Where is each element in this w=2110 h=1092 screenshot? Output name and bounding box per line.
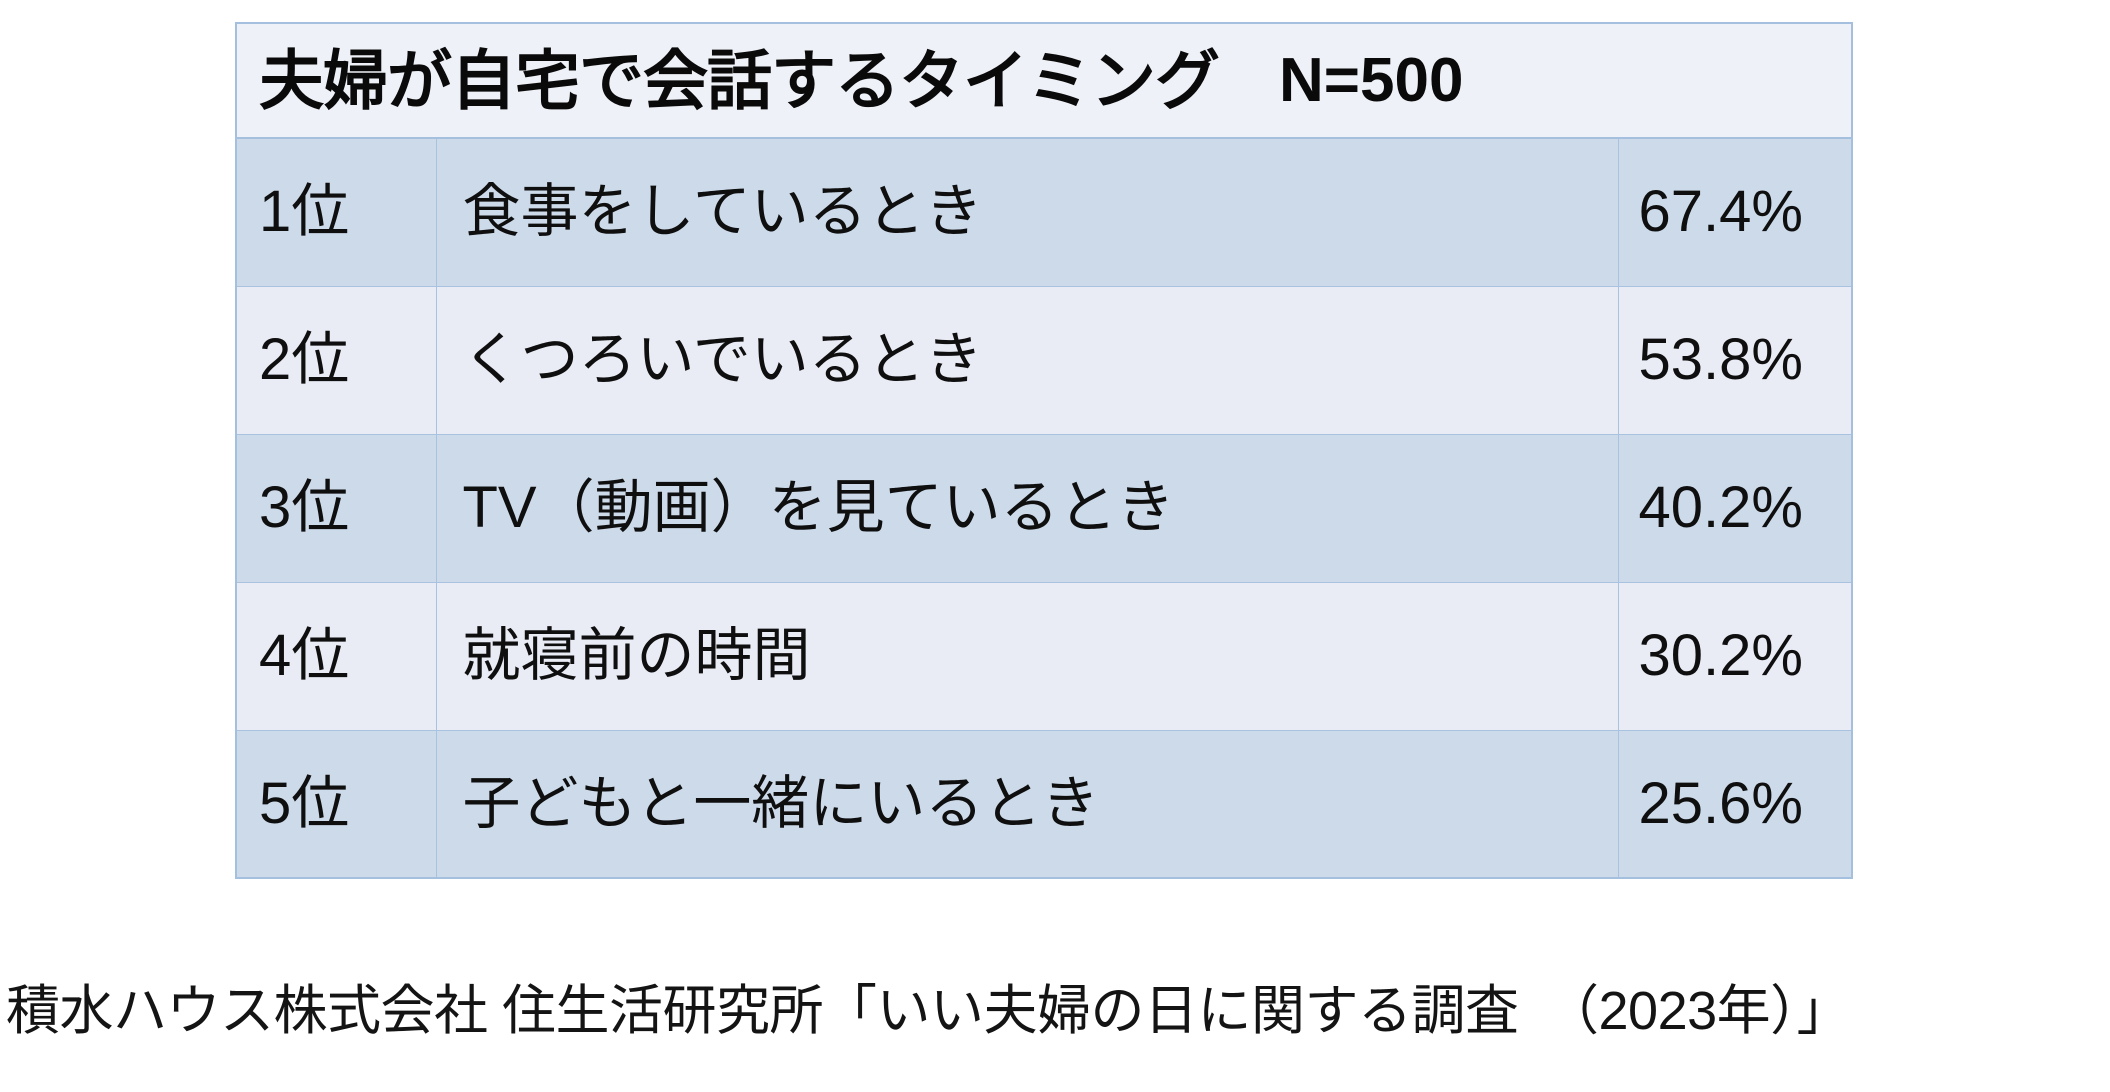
table-body: 1位 食事をしているとき 67.4% 2位 くつろいでいるとき 53.8% 3位… [235, 137, 1853, 879]
page-title: 夫婦が自宅で会話するタイミング [259, 44, 1220, 117]
rank-cell: 1位 [235, 137, 437, 287]
table-row: 2位 くつろいでいるとき 53.8% [235, 285, 1853, 435]
label-cell: TV（動画）を見ているとき [435, 433, 1619, 583]
label-cell: くつろいでいるとき [435, 285, 1619, 435]
value-cell: 53.8% [1617, 285, 1853, 435]
table-row: 1位 食事をしているとき 67.4% [235, 137, 1853, 287]
value-cell: 40.2% [1617, 433, 1853, 583]
source-caption: 積水ハウス株式会社 住生活研究所「いい夫婦の日に関する調査 （2023年）」 [6, 981, 1851, 1041]
table-row: 3位 TV（動画）を見ているとき 40.2% [235, 433, 1853, 583]
value-cell: 67.4% [1617, 137, 1853, 287]
table-row: 5位 子どもと一緒にいるとき 25.6% [235, 729, 1853, 879]
label-cell: 子どもと一緒にいるとき [435, 729, 1619, 879]
value-cell: 30.2% [1617, 581, 1853, 731]
rank-cell: 2位 [235, 285, 437, 435]
table-header-row: 夫婦が自宅で会話するタイミング N=500 [235, 22, 1853, 139]
label-cell: 食事をしているとき [435, 137, 1619, 287]
value-cell: 25.6% [1617, 729, 1853, 879]
rank-cell: 5位 [235, 729, 437, 879]
table-row: 4位 就寝前の時間 30.2% [235, 581, 1853, 731]
table-title-cell: 夫婦が自宅で会話するタイミング N=500 [235, 22, 1853, 139]
rank-cell: 3位 [235, 433, 437, 583]
label-cell: 就寝前の時間 [435, 581, 1619, 731]
table-title-inner: 夫婦が自宅で会話するタイミング N=500 [259, 48, 1829, 113]
rank-cell: 4位 [235, 581, 437, 731]
ranking-table: 夫婦が自宅で会話するタイミング N=500 1位 食事をしているとき 67.4%… [235, 22, 1854, 879]
sample-size-label: N=500 [1279, 45, 1464, 115]
